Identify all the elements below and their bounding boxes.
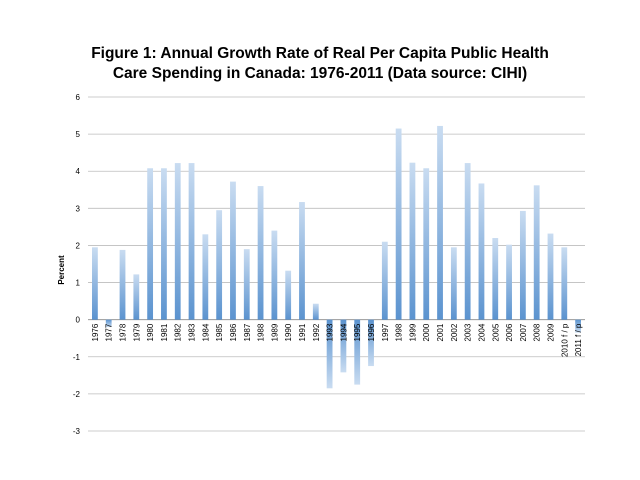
- x-tick-label: 1986: [229, 323, 238, 341]
- x-tick-label: 1996: [367, 323, 376, 341]
- x-tick-label: 2008: [533, 323, 542, 341]
- bar: [340, 319, 347, 373]
- x-tick-label: 1988: [257, 323, 266, 341]
- x-tick-label: 2006: [505, 323, 514, 341]
- bar: [450, 247, 457, 320]
- x-tick-label: 1992: [312, 323, 321, 341]
- bar: [409, 162, 416, 320]
- bar: [161, 168, 167, 320]
- bar: [492, 238, 499, 320]
- y-tick-label: -2: [73, 390, 81, 399]
- chart-title-line-1: Figure 1: Annual Growth Rate of Real Per…: [91, 45, 549, 62]
- x-tick-label: 1991: [298, 323, 307, 341]
- x-tick-label: 1976: [91, 323, 100, 341]
- x-tick-label: 2003: [464, 323, 473, 341]
- bar: [561, 247, 568, 320]
- bar: [230, 181, 236, 320]
- bar: [519, 210, 526, 320]
- bar: [381, 241, 388, 320]
- x-tick-label: 2010 f / p: [560, 323, 569, 357]
- gridlines: [88, 96, 585, 432]
- x-tick-label: 1985: [215, 323, 224, 341]
- bar: [202, 234, 209, 320]
- x-tick-label: 1997: [381, 323, 390, 341]
- y-tick-label: -3: [73, 427, 81, 436]
- x-tick-label: 2007: [519, 323, 528, 341]
- y-tick-label: 3: [76, 204, 81, 213]
- x-tick-label: 2000: [422, 323, 431, 341]
- x-tick-label: 1999: [408, 323, 417, 341]
- x-tick-labels: 1976 1977 1978 1979 1980 1981 1982 1983 1984 1985…: [91, 323, 583, 357]
- bars: [92, 125, 581, 389]
- y-axis-label: Percent: [57, 255, 66, 285]
- y-tick-labels: -3 -2 -1 0 1 2 3 4 5 6: [73, 93, 81, 436]
- bar: [464, 163, 471, 320]
- bar: [326, 319, 333, 389]
- x-tick-label: 2002: [450, 323, 459, 341]
- x-tick-label: 2005: [491, 323, 500, 341]
- x-tick-label: 1989: [270, 323, 279, 341]
- y-tick-label: 6: [76, 93, 81, 102]
- x-tick-label: 2001: [436, 323, 445, 341]
- bar: [271, 230, 278, 320]
- x-tick-label: 2011 f / p: [574, 323, 583, 356]
- x-tick-label: 1990: [284, 323, 293, 341]
- x-tick-label: 1987: [243, 323, 252, 341]
- y-tick-label: 5: [76, 130, 81, 139]
- x-tick-label: 1977: [105, 323, 114, 341]
- chart-title: Figure 1: Annual Growth Rate of Real Per…: [0, 44, 640, 84]
- x-tick-label: 1993: [326, 323, 335, 341]
- bar: [147, 168, 154, 320]
- bar: [174, 163, 181, 320]
- x-tick-label: 1980: [146, 323, 155, 341]
- bar: [533, 185, 540, 320]
- bar: [395, 128, 402, 320]
- x-tick-label: 1995: [353, 323, 362, 341]
- y-tick-label: 1: [76, 279, 81, 288]
- y-tick-label: 0: [76, 316, 81, 325]
- x-tick-label: 1982: [174, 323, 183, 341]
- bar: [478, 183, 485, 320]
- bar: [575, 319, 581, 333]
- bar: [423, 168, 430, 320]
- bar: [368, 319, 374, 367]
- bar: [547, 233, 554, 320]
- bar: [437, 125, 443, 320]
- x-tick-label: 1981: [160, 323, 169, 341]
- x-tick-label: 1994: [339, 323, 348, 341]
- bar: [354, 319, 361, 385]
- y-tick-label: 4: [76, 167, 81, 176]
- bar: [299, 202, 305, 320]
- bar: [188, 163, 195, 320]
- bar: [133, 274, 140, 320]
- x-tick-label: 1998: [395, 323, 404, 341]
- bar: [285, 270, 292, 320]
- x-tick-label: 1978: [119, 323, 128, 341]
- x-tick-label: 1983: [188, 323, 197, 341]
- y-tick-label: 2: [76, 241, 81, 250]
- chart-title-line-2: Care Spending in Canada: 1976-2011 (Data…: [112, 65, 528, 82]
- bar: [506, 244, 512, 320]
- x-tick-label: 2004: [477, 323, 486, 341]
- bar: [105, 319, 112, 328]
- bar: [243, 249, 250, 320]
- bar: [257, 186, 264, 320]
- y-tick-label: -1: [73, 353, 81, 362]
- x-tick-label: 1984: [201, 323, 210, 341]
- x-tick-label: 2009: [546, 323, 555, 341]
- bar: [119, 249, 126, 320]
- bar: [312, 303, 319, 320]
- x-tick-label: 1979: [132, 323, 141, 341]
- bar: [216, 210, 223, 320]
- bar: [92, 247, 98, 320]
